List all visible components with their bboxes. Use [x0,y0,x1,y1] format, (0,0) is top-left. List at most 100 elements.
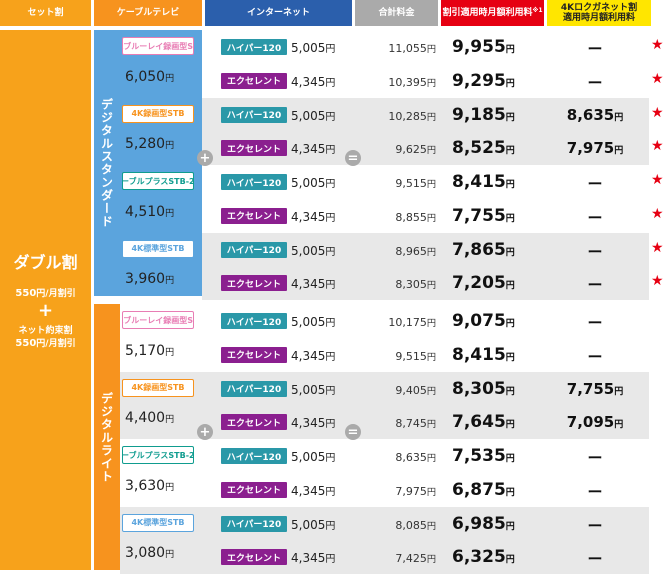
total-price-value: 10,175 [388,316,427,329]
discount-price-value: 9,075 [452,311,506,331]
yen-unit: 円 [325,111,336,123]
net-price: 5,005円 [291,449,347,464]
discount-price-value: 9,295 [452,70,506,91]
rokuga-price-value: 7,975 [566,139,615,158]
header-internet: インターネット [205,0,352,26]
total-price: 8,635円 [358,450,436,464]
yen-unit: 円 [325,520,336,532]
discount-price: 9,295円 [452,71,548,91]
net-badge-excellent: エクセレント [221,72,287,89]
net-price-value: 4,345 [291,277,326,292]
net-price-value: 5,005 [291,108,326,123]
net-price-value: 4,345 [291,74,326,89]
net-price: 5,005円 [291,314,347,329]
total-price: 11,055円 [358,41,436,55]
yen-unit: 円 [505,247,515,258]
discount-price: 9,955円 [452,37,548,57]
plus-icon: + [197,424,213,440]
rokuga-price-value: ー [587,449,603,467]
net-badge-excellent: エクセレント [221,346,287,363]
yen-unit: 円 [614,420,624,431]
net-price: 4,345円 [291,348,347,363]
discount-price-value: 7,755 [452,205,506,226]
set-plus: + [37,299,54,321]
rokuga-price: 7,095円 [556,413,634,431]
total-price-value: 9,515 [395,349,427,363]
yen-unit: 円 [505,180,515,190]
yen-unit: 円 [426,554,436,566]
stb-price: 6,050円 [125,69,174,85]
net-price: 4,345円 [291,483,347,498]
net-price: 5,005円 [291,175,347,190]
set-title: ダブル割 [13,252,78,272]
yen-unit: 円 [325,44,336,55]
discount-price: 8,415円 [452,345,548,365]
yen-unit: 円 [325,385,336,397]
discount-price-value: 7,865 [452,239,506,260]
discount-price: 9,075円 [452,311,548,331]
star-icon: ★ [651,37,664,53]
net-price-value: 4,345 [291,416,326,431]
net-price: 5,005円 [291,40,347,55]
net-price-value: 4,345 [291,142,326,157]
stb-price: 4,400円 [125,410,174,426]
net-price-value: 4,345 [291,483,326,498]
yen-unit: 円 [426,520,436,532]
net-price: 5,005円 [291,382,347,397]
yen-unit: 円 [505,521,515,532]
yen-unit: 円 [426,246,436,258]
yen-unit: 円 [505,454,515,464]
net-badge-excellent: エクセレント [221,549,287,566]
discount-price: 6,875円 [452,480,548,500]
stb-price: 4,510円 [125,204,174,220]
stb-price-value: 3,960 [125,271,166,288]
total-price-value: 11,055 [388,42,427,55]
rokuga-price-value: ー [587,242,603,261]
total-price: 8,855円 [358,210,436,224]
discount-price-value: 6,985 [452,513,506,534]
net-price-value: 5,005 [291,382,326,397]
total-price: 7,975円 [358,484,436,498]
yen-unit: 円 [325,246,336,258]
stb-name: 4Kブルーレイ録画型STB [122,37,194,55]
stb-name-text: ケーブルプラスSTB-2 [122,176,194,186]
stb-price: 3,960円 [125,271,174,287]
yen-unit: 円 [325,554,336,566]
rokuga-price: ー [556,72,634,93]
stb-price-value: 5,280 [125,136,166,153]
rokuga-price-value: ー [587,40,603,58]
yen-unit: 円 [614,112,624,123]
yen-unit: 円 [325,145,336,157]
yen-unit: 円 [505,420,515,431]
discount-price-value: 6,325 [452,547,506,568]
rokuga-price-value: ー [587,550,603,569]
yen-unit: 円 [165,141,175,152]
yen-unit: 円 [505,487,515,498]
rokuga-price: 7,755円 [556,380,634,398]
total-price: 10,285円 [358,109,436,123]
net-badge-hyper120: ハイパー120 [221,174,287,190]
net-price: 4,345円 [291,74,347,89]
discount-price: 6,325円 [452,547,548,567]
net-price-value: 5,005 [291,315,326,329]
equals-icon: = [345,150,361,166]
yen-unit: 円 [505,319,515,329]
yen-unit: 円 [165,73,175,84]
rokuga-price-value: ー [587,314,603,332]
yen-unit: 円 [165,415,175,426]
stb-name: 4K標準型STB [122,239,194,258]
yen-unit: 円 [325,179,336,190]
yen-unit: 円 [426,212,436,224]
net-price-value: 5,005 [291,517,326,532]
net-price-value: 5,005 [291,450,326,464]
yen-unit: 円 [505,281,515,292]
discount-price-value: 8,415 [452,344,506,365]
stb-price: 3,080円 [125,545,174,561]
net-badge-hyper120: ハイパー120 [221,515,287,532]
yen-unit: 円 [426,453,436,464]
rokuga-price-value: ー [587,175,603,193]
plus-icon: + [197,150,213,166]
set-discount-line3: 550円/月割引 [15,338,76,350]
yen-unit: 円 [505,112,515,123]
discount-price-value: 7,535 [452,446,506,466]
